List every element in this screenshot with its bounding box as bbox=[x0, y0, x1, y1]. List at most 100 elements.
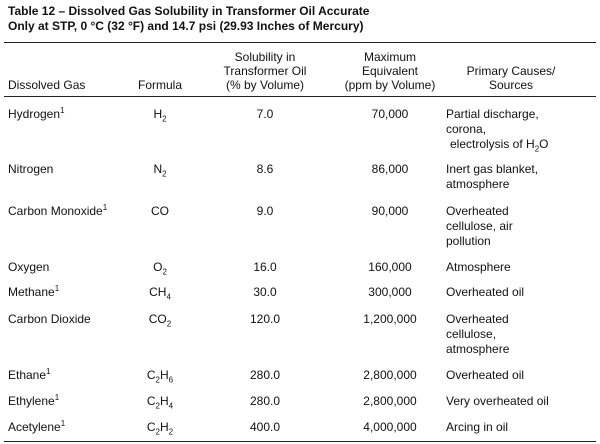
text: Atmosphere bbox=[446, 260, 511, 274]
causes-line: Very overheated oil bbox=[446, 394, 549, 409]
top-rule bbox=[4, 42, 596, 43]
text: H bbox=[153, 107, 163, 121]
causes-line: Atmosphere bbox=[446, 260, 511, 275]
subscript: 2 bbox=[168, 427, 174, 437]
gas-cell: Ethylene1 bbox=[8, 394, 158, 409]
text: CO bbox=[148, 312, 167, 326]
subscript: 4 bbox=[166, 292, 171, 302]
subscript: 2 bbox=[534, 144, 540, 154]
text: O bbox=[153, 260, 163, 274]
text: electrolysis of H bbox=[450, 137, 535, 151]
text: Methane bbox=[8, 285, 55, 299]
solubility-cell: 400.0 bbox=[210, 420, 320, 435]
text: Overheated bbox=[446, 204, 509, 218]
text: 86,000 bbox=[371, 162, 409, 176]
subscript: 2 bbox=[166, 319, 172, 329]
header-cell: Primary Causes/Sources bbox=[446, 44, 576, 92]
formula-cell: CH4 bbox=[120, 285, 200, 302]
text: atmosphere bbox=[446, 342, 510, 356]
header-line: (ppm by Volume) bbox=[344, 78, 436, 92]
text: 70,000 bbox=[371, 107, 409, 121]
solubility-cell: 280.0 bbox=[210, 368, 320, 383]
text: Carbon Monoxide bbox=[8, 204, 103, 218]
header-line: (% by Volume) bbox=[225, 78, 305, 92]
gas-cell: Ethane1 bbox=[8, 368, 158, 383]
header-line: Dissolved Gas bbox=[8, 78, 86, 92]
text: Hydrogen bbox=[8, 107, 61, 121]
causes-line: Inert gas blanket, bbox=[446, 162, 538, 177]
causes-cell: Overheated oil bbox=[446, 285, 524, 300]
gas-cell: Oxygen bbox=[8, 260, 158, 275]
text: 7.0 bbox=[256, 107, 274, 121]
title-line: Table 12 – Dissolved Gas Solubility in T… bbox=[8, 4, 370, 18]
subscript: 4 bbox=[168, 401, 174, 411]
formula-cell: N2 bbox=[120, 162, 200, 179]
causes-cell: Overheated cellulose, air pollution bbox=[446, 204, 513, 249]
causes-cell: Atmosphere bbox=[446, 260, 511, 275]
subscript: 2 bbox=[162, 169, 167, 179]
solubility-cell: 9.0 bbox=[210, 204, 320, 219]
solubility-cell: 8.6 bbox=[210, 162, 320, 177]
subscript: 2 bbox=[155, 427, 160, 437]
header-line: Solubility in bbox=[234, 50, 296, 64]
formula-cell: O2 bbox=[120, 260, 200, 277]
causes-line: Overheated bbox=[446, 312, 509, 327]
text: 1,200,000 bbox=[363, 312, 417, 326]
text: cellulose, bbox=[446, 327, 497, 341]
causes-line: cellulose, bbox=[446, 327, 509, 342]
text: Ethane bbox=[8, 368, 47, 382]
text: 30.0 bbox=[253, 285, 277, 299]
text: 16.0 bbox=[253, 260, 277, 274]
causes-cell: Overheated oil bbox=[446, 368, 524, 383]
solubility-cell: 7.0 bbox=[210, 107, 320, 122]
text: pollution bbox=[446, 234, 491, 248]
formula-cell: H2 bbox=[120, 107, 200, 124]
header-line: Transformer Oil bbox=[223, 64, 307, 78]
text: Partial discharge, bbox=[446, 107, 539, 121]
causes-line: Partial discharge, bbox=[446, 107, 549, 122]
formula-cell: C2H6 bbox=[120, 368, 200, 385]
causes-line: atmosphere bbox=[446, 177, 538, 192]
causes-cell: Arcing in oil bbox=[446, 420, 508, 435]
text: 280.0 bbox=[249, 394, 281, 408]
header-line: Primary Causes/ bbox=[466, 64, 556, 78]
solubility-cell: 120.0 bbox=[210, 312, 320, 327]
causes-line: atmosphere bbox=[446, 342, 509, 357]
text: 280.0 bbox=[249, 368, 281, 382]
text: cellulose, air bbox=[446, 219, 513, 233]
causes-line: pollution bbox=[446, 234, 513, 249]
formula-cell: C2H4 bbox=[120, 394, 200, 411]
header-line: Equivalent bbox=[361, 64, 419, 78]
causes-line: electrolysis of H2O bbox=[446, 137, 549, 154]
supscript: 1 bbox=[54, 284, 60, 293]
header-line: Maximum bbox=[363, 50, 416, 64]
maximum-cell: 160,000 bbox=[330, 260, 450, 275]
causes-line: corona, bbox=[446, 122, 549, 137]
text: 90,000 bbox=[371, 204, 409, 218]
text: Acetylene bbox=[8, 420, 61, 434]
causes-line: Overheated bbox=[446, 204, 513, 219]
causes-cell: Partial discharge, corona, electrolysis of… bbox=[446, 107, 549, 154]
supscript: 1 bbox=[60, 106, 65, 115]
header-cell: Maximum Equivalent (ppm by Volume) bbox=[330, 44, 450, 92]
text: Overheated bbox=[446, 312, 509, 326]
text: Carbon Dioxide bbox=[8, 312, 91, 326]
gas-cell: Nitrogen bbox=[8, 162, 158, 177]
subscript: 2 bbox=[162, 267, 167, 277]
maximum-cell: 4,000,000 bbox=[330, 420, 450, 435]
title-line: Only at STP, 0 °C (32 °F) and 14.7 psi (… bbox=[8, 19, 364, 33]
header-cell: Formula bbox=[120, 44, 200, 92]
header-cell: Solubility in Transformer Oil (% by Volume… bbox=[210, 44, 320, 92]
text: N bbox=[153, 162, 163, 176]
subscript: 2 bbox=[162, 114, 167, 124]
text: C bbox=[146, 420, 156, 434]
subscript: 2 bbox=[155, 375, 160, 385]
text: Ethylene bbox=[8, 394, 55, 408]
text: 8.6 bbox=[256, 162, 274, 176]
text: H bbox=[160, 394, 169, 408]
maximum-cell: 2,800,000 bbox=[330, 368, 450, 383]
supscript: 1 bbox=[46, 367, 51, 376]
header-rule bbox=[4, 96, 596, 97]
text: 4,000,000 bbox=[363, 420, 417, 434]
